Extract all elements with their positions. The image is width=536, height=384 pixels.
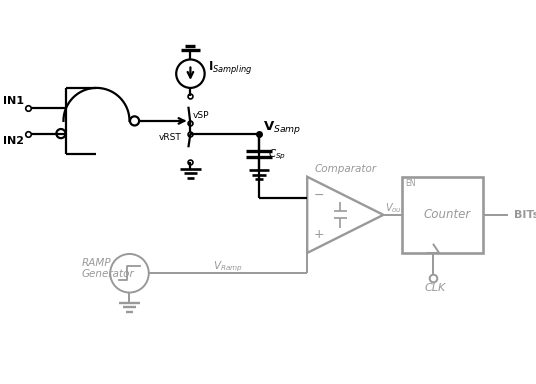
Text: IN1: IN1 xyxy=(3,96,24,106)
Text: vSP: vSP xyxy=(193,111,210,120)
Text: $V_{out}$: $V_{out}$ xyxy=(385,201,405,215)
Text: Counter: Counter xyxy=(423,209,471,221)
Text: $C_{Sp}$: $C_{Sp}$ xyxy=(268,147,286,162)
Text: RAMP: RAMP xyxy=(81,258,111,268)
Text: CLK: CLK xyxy=(425,283,445,293)
Text: $\mathbf{I}_{Sampling}$: $\mathbf{I}_{Sampling}$ xyxy=(208,59,253,76)
Text: +: + xyxy=(314,227,324,240)
Text: −: − xyxy=(314,189,324,202)
Text: vRST: vRST xyxy=(159,133,182,142)
Text: $\mathbf{V}_{Samp}$: $\mathbf{V}_{Samp}$ xyxy=(263,119,301,136)
Text: IN2: IN2 xyxy=(3,136,24,146)
Bar xyxy=(402,177,483,253)
Text: EN: EN xyxy=(405,179,416,188)
Text: $V_{Ramp}$: $V_{Ramp}$ xyxy=(213,260,243,274)
Text: BITs: BITs xyxy=(515,210,536,220)
Text: Generator: Generator xyxy=(81,269,134,279)
Text: Comparator: Comparator xyxy=(314,164,376,174)
